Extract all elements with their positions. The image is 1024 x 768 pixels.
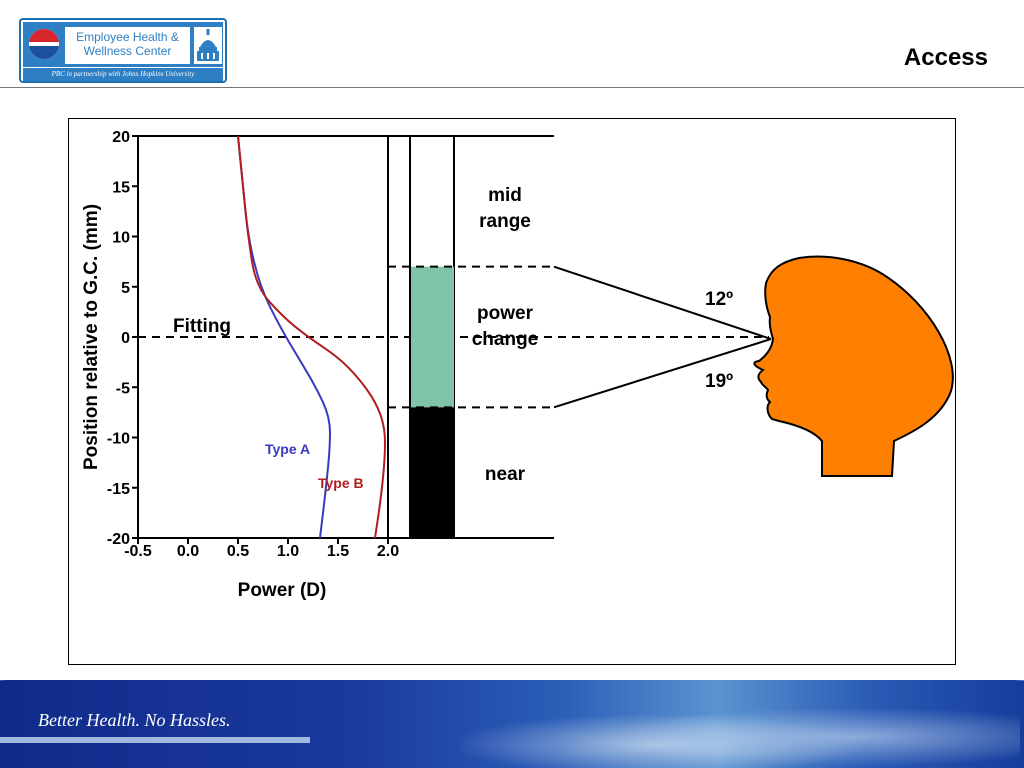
y-tick-label: 10 bbox=[112, 230, 130, 247]
sight-lines bbox=[553, 265, 772, 409]
chart-curves: Type A Type B bbox=[237, 135, 387, 539]
type-b-curve bbox=[237, 135, 387, 539]
power-profile-chart: 20 15 10 5 0 -5 -10 -15 -20-0.5 0.0 0.5 1.0 1.5 2.0 T… bbox=[81, 129, 954, 601]
head-profile bbox=[753, 255, 954, 477]
y-tick-label: -10 bbox=[107, 431, 130, 448]
logo-name-line1: Employee Health & bbox=[76, 30, 179, 44]
water-splash-image bbox=[460, 690, 1020, 768]
zone-mid-range-label: range bbox=[479, 211, 531, 232]
y-tick-label: 20 bbox=[112, 129, 130, 146]
y-tick-label: 15 bbox=[112, 179, 130, 196]
head-silhouette bbox=[753, 255, 954, 477]
type-a-label: Type A bbox=[265, 441, 310, 457]
footer-slogan: Better Health. No Hassles. bbox=[38, 710, 231, 730]
y-tick-label: -5 bbox=[116, 380, 130, 397]
x-tick-label: 1.5 bbox=[327, 543, 349, 560]
page-title: Access bbox=[903, 44, 988, 71]
angle-upper-label: 12º bbox=[705, 289, 733, 310]
pepsi-globe-icon bbox=[29, 29, 59, 59]
lens-zones: mid range power change near bbox=[388, 136, 554, 538]
x-tick-label: 2.0 bbox=[377, 543, 399, 560]
zone-near-label: near bbox=[485, 464, 526, 485]
type-b-label: Type B bbox=[318, 475, 364, 491]
logo-banner: Employee Health & Wellness Center bbox=[23, 22, 223, 67]
x-axis-label: Power (D) bbox=[238, 580, 327, 601]
x-tick-label: 0.5 bbox=[227, 543, 249, 560]
y-tick-label: 5 bbox=[121, 280, 130, 297]
logo-tagline: PBC in partnership with Johns Hopkins Un… bbox=[23, 68, 223, 81]
zone-power-change-fill bbox=[411, 266, 454, 408]
angle-lower-label: 19º bbox=[705, 371, 733, 392]
logo-name: Employee Health & Wellness Center bbox=[65, 30, 190, 58]
fitting-label: Fitting bbox=[173, 316, 231, 337]
lower-sight-line bbox=[553, 338, 772, 409]
y-tick-label: -20 bbox=[107, 531, 130, 548]
y-axis-label: Position relative to G.C. (mm) bbox=[81, 204, 102, 470]
footer-underline bbox=[0, 737, 310, 743]
zone-mid-range-label: mid bbox=[488, 185, 522, 206]
footer-banner: Better Health. No Hassles. bbox=[0, 680, 1024, 768]
upper-sight-line bbox=[553, 265, 772, 340]
dome-building-icon bbox=[194, 27, 222, 64]
logo: Employee Health & Wellness Center PBC in… bbox=[19, 18, 227, 83]
header-divider bbox=[0, 87, 1024, 88]
logo-name-plate: Employee Health & Wellness Center bbox=[65, 27, 190, 64]
zone-power-change-label: power bbox=[477, 303, 534, 324]
y-tick-label: -15 bbox=[107, 481, 130, 498]
y-tick-label: 0 bbox=[121, 330, 130, 347]
zone-power-change-label: change bbox=[472, 329, 539, 350]
zone-near-fill bbox=[411, 407, 454, 538]
logo-name-line2: Wellness Center bbox=[83, 44, 172, 58]
figure-frame: 20 15 10 5 0 -5 -10 -15 -20 -0.5 0.0 0.5 1.0 1.5 2.0 T… bbox=[68, 118, 956, 665]
x-tick-label: 1.0 bbox=[277, 543, 299, 560]
x-tick-label: 0.0 bbox=[177, 543, 199, 560]
x-tick-label: -0.5 bbox=[124, 543, 152, 560]
chart-axes: 20 15 10 5 0 -5 -10 -15 -20-0.5 0.0 0.5 1.0 1.5 2.0 bbox=[107, 129, 769, 560]
